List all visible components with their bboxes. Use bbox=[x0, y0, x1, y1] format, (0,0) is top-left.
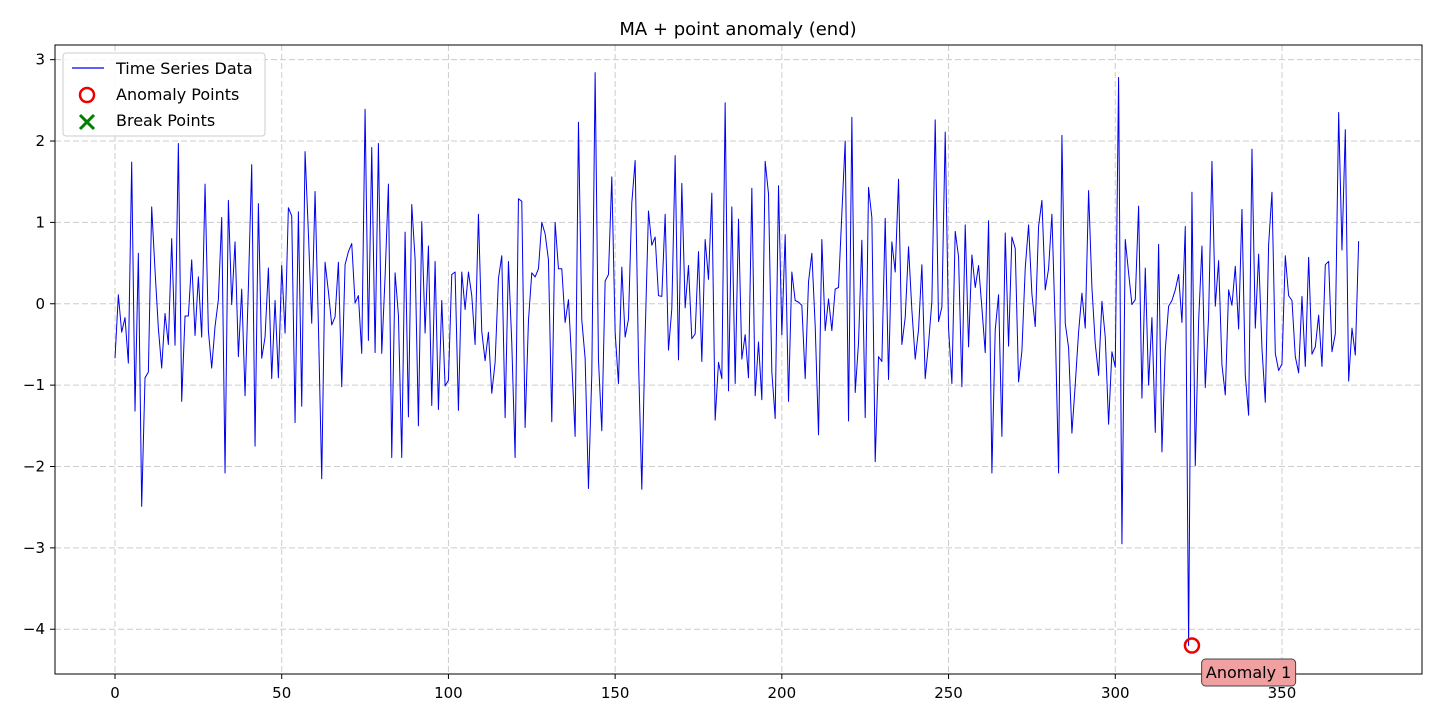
grid bbox=[55, 45, 1422, 674]
legend-label-series: Time Series Data bbox=[115, 59, 253, 78]
x-tick-label: 0 bbox=[110, 684, 120, 702]
x-tick-label: 100 bbox=[434, 684, 463, 702]
plot-frame bbox=[54, 44, 1423, 675]
y-axis: 3 2 1 0 −1 −2 −3 −4 bbox=[23, 51, 55, 638]
annotation-label: Anomaly 1 bbox=[1206, 663, 1291, 682]
legend-label-break: Break Points bbox=[116, 111, 215, 130]
y-tick-label: 2 bbox=[35, 132, 45, 150]
plot-area bbox=[55, 45, 1422, 674]
annotation-box bbox=[1201, 658, 1297, 687]
x-tick-label: 350 bbox=[1268, 684, 1297, 702]
x-tick-label: 250 bbox=[934, 684, 963, 702]
y-tick-label: −1 bbox=[23, 376, 45, 394]
annotations: Anomaly 1 bbox=[1201, 658, 1297, 687]
y-tick-label: −3 bbox=[23, 539, 45, 557]
y-tick-label: −4 bbox=[23, 620, 45, 638]
y-tick-label: 1 bbox=[35, 213, 45, 231]
y-tick-label: −2 bbox=[23, 458, 45, 476]
x-tick-label: 300 bbox=[1101, 684, 1130, 702]
x-tick-label: 200 bbox=[768, 684, 797, 702]
x-axis: 0 50 100 150 200 250 300 350 bbox=[110, 674, 1296, 702]
y-tick-label: 3 bbox=[35, 51, 45, 69]
legend-label-anomaly: Anomaly Points bbox=[116, 85, 239, 104]
chart-title: MA + point anomaly (end) bbox=[619, 19, 856, 40]
series-layer bbox=[114, 72, 1360, 654]
x-tick-label: 50 bbox=[272, 684, 291, 702]
series-line bbox=[114, 72, 1360, 647]
anomaly-point bbox=[1183, 637, 1201, 654]
legend-frame bbox=[62, 52, 266, 137]
legend-break-icon bbox=[78, 113, 96, 131]
legend: Time Series Data Anomaly Points Break Po… bbox=[62, 52, 266, 137]
legend-anomaly-icon bbox=[78, 86, 96, 104]
y-tick-label: 0 bbox=[35, 295, 45, 313]
x-tick-label: 150 bbox=[601, 684, 630, 702]
